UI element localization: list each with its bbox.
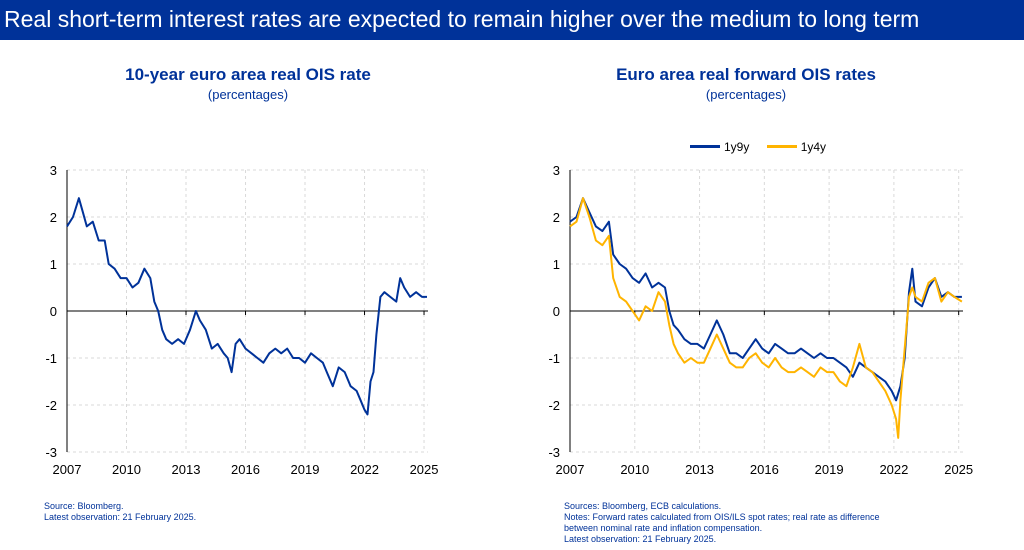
y-tick-label: -3 <box>45 445 57 460</box>
x-tick-label: 2022 <box>879 462 908 477</box>
x-tick-label: 2019 <box>815 462 844 477</box>
x-tick-label: 2013 <box>172 462 201 477</box>
chart-title-right: Euro area real forward OIS rates <box>616 65 876 84</box>
x-tick-label: 2007 <box>556 462 585 477</box>
series-line-1y4y <box>569 197 963 439</box>
x-tick-label: 2019 <box>291 462 320 477</box>
x-tick-label: 2007 <box>53 462 82 477</box>
y-tick-label: 3 <box>50 163 57 178</box>
chart-left: 3 2 1 0 -1 -2 -3 2007 2010 2013 2016 2019 2022 2025 <box>45 163 439 477</box>
chart-subtitle-right: (percentages) <box>705 87 787 102</box>
x-tick-label: 2022 <box>350 462 379 477</box>
page-title: Real short-term interest rates are expec… <box>4 6 920 32</box>
x-tick-label: 2025 <box>410 462 439 477</box>
x-tick-label: 2010 <box>620 462 649 477</box>
series-line <box>66 197 427 416</box>
y-tick-label: -1 <box>45 351 57 366</box>
legend-label-1y9y: 1y9y <box>724 139 750 154</box>
footnote-notes-right: Notes: Forward rates calculated from OIS… <box>564 512 880 522</box>
legend-item-1y4y: 1y4y <box>766 139 827 154</box>
chart-right: 3 2 1 0 -1 -2 -3 2007 2010 2013 2016 2019 2022 2025 <box>548 163 973 477</box>
footnote-latest-right: Latest observation: 21 February 2025. <box>564 534 717 544</box>
y-tick-label: -2 <box>548 398 560 413</box>
y-tick-label: -1 <box>548 351 560 366</box>
footnote-latest-left: Latest observation: 21 February 2025. <box>44 512 197 522</box>
legend-swatch-yellow <box>766 145 797 148</box>
legend-swatch-blue <box>690 145 720 148</box>
legend-label-1y4y: 1y4y <box>800 139 827 154</box>
y-tick-label: 1 <box>553 257 560 272</box>
header-banner: Real short-term interest rates are expec… <box>0 0 1024 40</box>
y-tick-label: 2 <box>553 210 560 225</box>
chart-panel-left: 10-year euro area real OIS rate (percent… <box>0 40 512 550</box>
y-tick-label: -3 <box>548 445 560 460</box>
y-tick-label: 1 <box>50 257 57 272</box>
footnote-notes-cont-right: between nominal rate and inflation compe… <box>564 523 763 533</box>
footnotes-right: Sources: Bloomberg, ECB calculations. No… <box>564 501 1004 545</box>
legend: 1y9y 1y4y <box>690 137 840 154</box>
y-tick-label: 2 <box>50 210 57 225</box>
footnote-sources-right: Sources: Bloomberg, ECB calculations. <box>564 501 722 511</box>
x-tick-label: 2016 <box>750 462 779 477</box>
x-tick-label: 2010 <box>112 462 141 477</box>
y-tick-label: 0 <box>553 304 560 319</box>
y-tick-label: 0 <box>50 304 57 319</box>
y-tick-label: -2 <box>45 398 57 413</box>
chart-title-left: 10-year euro area real OIS rate <box>125 65 371 84</box>
y-tick-label: 3 <box>553 163 560 178</box>
chart-subtitle-left: (percentages) <box>207 87 289 102</box>
footnotes-left: Source: Bloomberg. Latest observation: 2… <box>44 501 196 523</box>
x-tick-label: 2013 <box>685 462 714 477</box>
footnote-source-left: Source: Bloomberg. <box>44 501 124 511</box>
chart-panel-right: Euro area real forward OIS rates (percen… <box>512 40 1024 550</box>
x-tick-label: 2016 <box>231 462 260 477</box>
x-tick-label: 2025 <box>944 462 973 477</box>
legend-item-1y9y: 1y9y <box>690 140 749 154</box>
